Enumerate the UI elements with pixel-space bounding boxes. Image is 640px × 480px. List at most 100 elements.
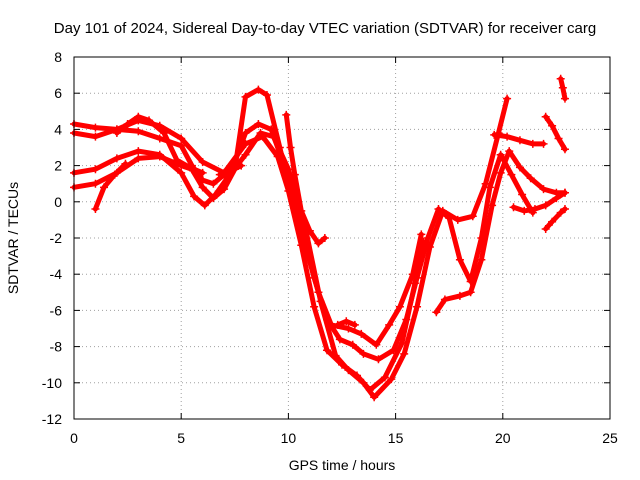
data-point-marker	[488, 201, 497, 210]
data-point-marker	[552, 194, 561, 203]
data-point-marker	[357, 329, 366, 338]
data-point-marker	[297, 206, 306, 215]
data-point-marker	[558, 83, 567, 92]
data-point-marker	[177, 168, 186, 177]
data-point-marker	[348, 340, 357, 349]
data-point-marker	[335, 335, 344, 344]
data-point-marker	[290, 170, 299, 179]
data-point-marker	[505, 147, 514, 156]
data-point-marker	[288, 197, 297, 206]
data-point-marker	[408, 270, 417, 279]
data-point-marker	[198, 183, 207, 192]
data-point-marker	[520, 206, 529, 215]
data-point-marker	[220, 185, 229, 194]
data-point-marker	[91, 123, 100, 132]
data-point-marker	[91, 132, 100, 141]
data-point-marker	[432, 308, 441, 317]
data-point-marker	[237, 161, 246, 170]
axis-ticks: 0 5 10 15 20 25 -12 -10 -8 -6 -4 -2 0 2 4 6 8	[42, 49, 618, 446]
data-point-marker	[528, 139, 537, 148]
data-point-marker	[121, 159, 130, 168]
data-point-marker	[155, 134, 164, 143]
chart-title: Day 101 of 2024, Sidereal Day-to-day VTE…	[54, 20, 596, 37]
data-point-marker	[466, 288, 475, 297]
data-point-marker	[350, 320, 359, 329]
series-line	[543, 206, 568, 232]
data-point-marker	[496, 150, 505, 159]
series-track-10	[541, 112, 569, 154]
data-point-marker	[310, 302, 319, 311]
data-point-marker	[286, 143, 295, 152]
series-track-14	[215, 161, 246, 179]
data-point-marker	[134, 127, 143, 136]
y-tick-label: 6	[54, 85, 62, 101]
data-point-marker	[359, 349, 368, 358]
data-point-marker	[539, 139, 548, 148]
data-point-marker	[526, 174, 535, 183]
data-point-marker	[490, 130, 499, 139]
y-tick-label: -10	[42, 375, 62, 391]
data-point-marker	[503, 94, 512, 103]
data-point-marker	[320, 234, 329, 242]
y-tick-label: 2	[54, 158, 62, 174]
data-point-marker	[112, 154, 121, 163]
data-point-marker	[160, 129, 169, 138]
data-point-marker	[374, 355, 383, 364]
x-tick-label: 15	[388, 430, 404, 446]
data-point-marker	[370, 393, 379, 402]
data-point-marker	[477, 255, 486, 264]
data-point-marker	[322, 346, 331, 355]
data-point-marker	[241, 129, 250, 138]
series-track-6	[91, 159, 130, 214]
data-point-marker	[282, 110, 291, 119]
data-point-marker	[314, 239, 323, 248]
data-point-marker	[256, 129, 265, 138]
series-line	[92, 161, 128, 212]
data-point-marker	[481, 179, 490, 188]
data-point-marker	[402, 315, 411, 324]
data-point-marker	[344, 366, 353, 375]
data-point-marker	[453, 215, 462, 224]
x-tick-label: 5	[177, 430, 185, 446]
data-point-marker	[177, 134, 186, 143]
data-point-marker	[440, 295, 449, 304]
data-point-marker	[342, 317, 351, 326]
x-axis-label: GPS time / hours	[289, 457, 396, 473]
data-point-marker	[314, 288, 323, 297]
series-track-5	[282, 110, 329, 248]
data-point-marker	[333, 320, 342, 329]
data-point-marker	[226, 167, 235, 176]
data-point-marker	[468, 212, 477, 221]
data-point-marker	[554, 134, 563, 143]
data-point-marker	[198, 157, 207, 166]
data-point-marker	[395, 302, 404, 311]
data-point-marker	[241, 92, 250, 101]
data-point-marker	[172, 156, 181, 165]
data-point-marker	[423, 234, 432, 242]
y-tick-label: -8	[50, 339, 63, 355]
data-point-marker	[200, 201, 209, 210]
data-point-marker	[190, 192, 199, 201]
data-point-marker	[209, 194, 218, 203]
series-line	[491, 132, 546, 147]
data-point-marker	[541, 201, 550, 210]
data-point-marker	[185, 163, 194, 172]
y-axis-label: SDTVAR / TECUs	[5, 182, 21, 294]
data-point-marker	[556, 74, 565, 83]
data-point-marker	[548, 121, 557, 130]
x-tick-label: 10	[281, 430, 297, 446]
series-line	[543, 114, 568, 152]
data-point-marker	[485, 183, 494, 192]
series-line	[114, 114, 206, 176]
data-point-marker	[507, 170, 516, 179]
data-point-marker	[134, 154, 143, 163]
data-point-marker	[254, 119, 263, 128]
data-point-marker	[389, 346, 398, 355]
data-point-marker	[413, 302, 422, 311]
data-point-marker	[254, 85, 263, 94]
data-point-marker	[560, 94, 569, 103]
data-point-marker	[100, 183, 109, 192]
data-point-marker	[530, 205, 539, 214]
data-point-marker	[503, 132, 512, 141]
